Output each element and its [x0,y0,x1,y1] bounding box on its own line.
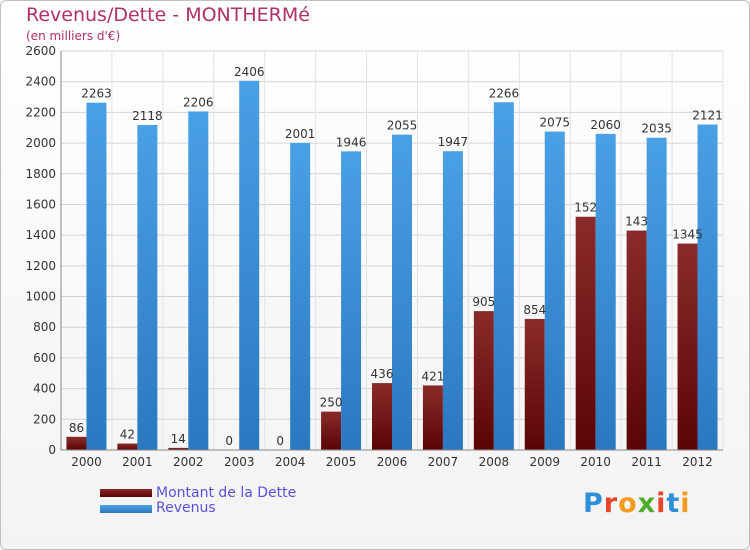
bar-revenus-2008 [493,102,514,450]
value-label-revenus: 1946 [336,135,367,149]
x-tick-label: 2001 [122,455,153,469]
bar-dette-2012 [677,243,698,450]
x-tick-label: 2011 [631,455,662,469]
value-label-revenus: 2055 [387,119,418,133]
value-label-revenus: 2121 [692,109,723,123]
y-tick-label: 2000 [25,136,56,150]
bar-revenus-2010 [595,133,616,450]
y-tick-label: 800 [33,320,56,334]
x-tick-label: 2003 [224,455,255,469]
bar-dette-2007 [422,385,443,450]
bar-dette-2008 [473,311,494,450]
bar-revenus-2002 [188,111,209,451]
value-label-revenus: 2075 [539,116,570,130]
value-label-dette: 1345 [672,228,703,242]
x-tick-label: 2010 [580,455,611,469]
value-label-dette: 436 [371,367,394,381]
x-tick-label: 2006 [377,455,408,469]
y-tick-label: 0 [48,443,56,457]
y-tick-label: 2200 [25,105,56,119]
value-label-dette: 152 [574,201,597,215]
value-label-dette: 14 [171,432,186,446]
x-tick-label: 2009 [529,455,560,469]
bar-revenus-2000 [86,102,107,450]
y-tick-label: 2600 [25,44,56,58]
y-tick-label: 1800 [25,167,56,181]
value-label-revenus: 2060 [590,118,621,132]
bar-dette-2000 [66,436,87,450]
bar-revenus-2009 [544,131,565,450]
bar-dette-2001 [117,443,138,450]
value-label-dette: 421 [421,369,444,383]
value-label-revenus: 2001 [285,127,316,141]
y-tick-label: 1400 [25,228,56,242]
x-tick-label: 2008 [479,455,510,469]
bar-dette-2009 [524,318,545,450]
value-label-dette: 143 [625,215,648,229]
bar-revenus-2011 [646,137,667,451]
value-label-dette: 42 [120,428,135,442]
value-label-revenus: 2266 [489,86,520,100]
x-tick-label: 2000 [71,455,102,469]
bar-revenus-2004 [290,142,311,450]
value-label-revenus: 2206 [183,95,214,109]
legend-label-dette: Montant de la Dette [156,485,297,501]
value-label-dette: 0 [276,434,284,448]
legend-swatch-revenus [100,505,152,513]
bar-revenus-2003 [239,80,260,450]
value-label-revenus: 2263 [81,87,112,101]
chart-subtitle: (en milliers d'€) [26,29,121,43]
value-label-revenus: 2406 [234,65,265,79]
bar-revenus-2006 [392,134,412,450]
y-tick-label: 1200 [25,259,56,273]
value-label-revenus: 2035 [641,122,672,136]
legend-swatch-dette [100,489,152,497]
value-label-dette: 250 [320,396,343,410]
bar-revenus-2007 [442,151,463,450]
y-tick-label: 1600 [25,197,56,211]
bar-dette-2011 [626,230,647,450]
bar-revenus-2005 [341,151,362,451]
value-label-dette: 905 [472,295,495,309]
y-tick-label: 400 [33,382,56,396]
bar-dette-2006 [372,383,392,450]
bar-dette-2010 [575,216,596,450]
x-tick-label: 2007 [428,455,459,469]
y-tick-label: 2400 [25,75,56,89]
value-label-dette: 0 [225,434,233,448]
x-tick-label: 2012 [682,455,713,469]
y-tick-label: 600 [33,351,56,365]
bar-revenus-2012 [697,124,718,450]
value-label-revenus: 1947 [438,135,469,149]
value-label-dette: 854 [523,303,546,317]
y-tick-label: 200 [33,412,56,426]
legend-label-revenus: Revenus [156,500,216,516]
x-tick-label: 2002 [173,455,204,469]
x-tick-label: 2005 [326,455,357,469]
y-tick-label: 1000 [25,290,56,304]
value-label-revenus: 2118 [132,109,163,123]
bar-dette-2005 [321,411,342,450]
bar-revenus-2001 [137,124,158,451]
value-label-dette: 86 [69,421,84,435]
bar-dette-2002 [168,447,189,450]
x-tick-label: 2004 [275,455,306,469]
proxiti-logo: Proxiti [583,488,691,519]
chart-title: Revenus/Dette - MONTHERMé [26,4,310,26]
